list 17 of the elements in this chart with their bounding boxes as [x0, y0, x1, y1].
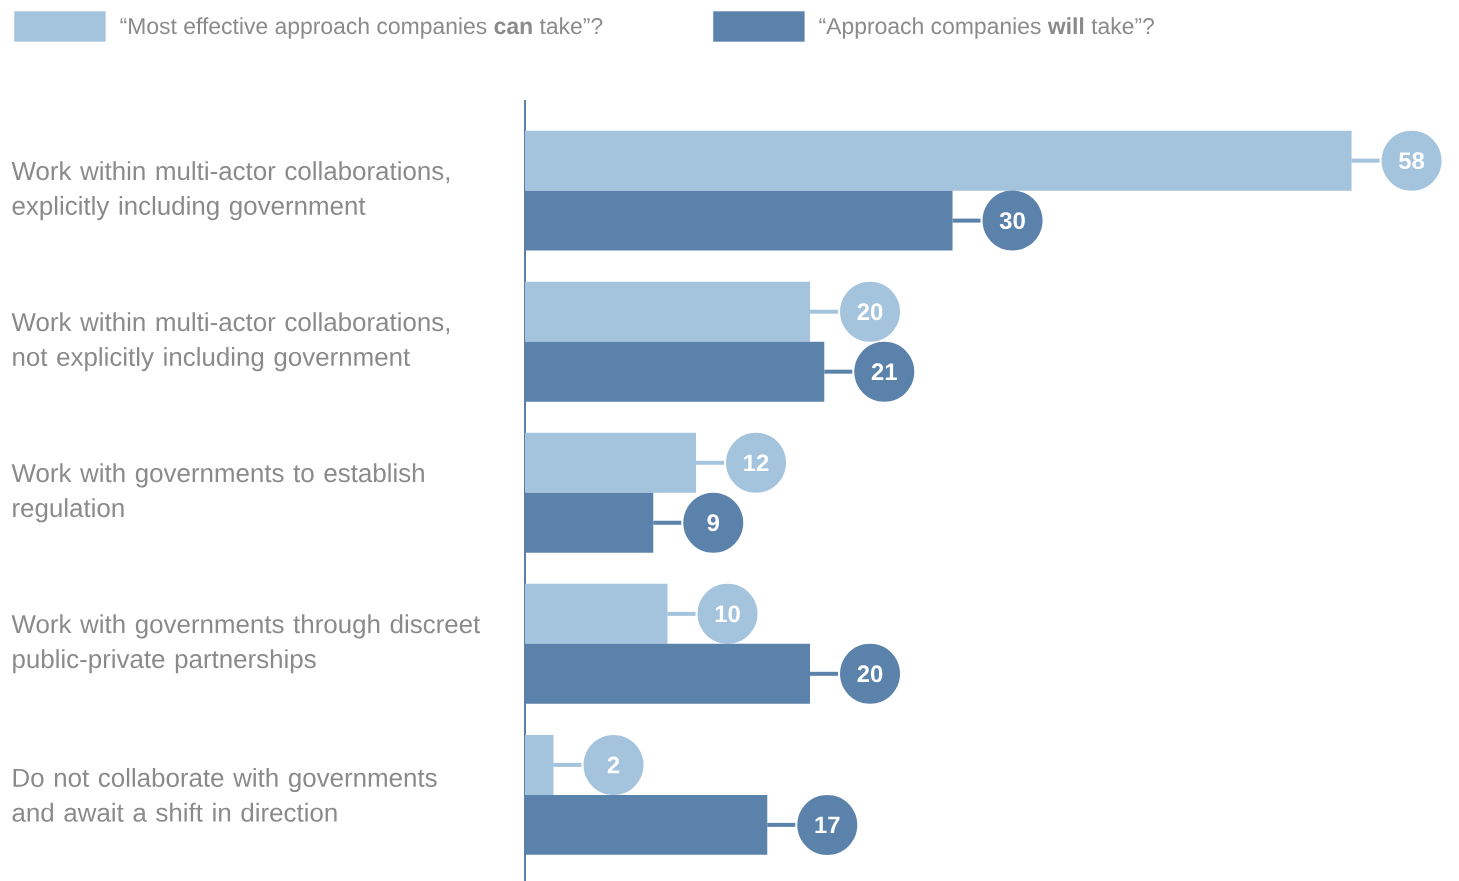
data-label: 20 — [857, 303, 883, 321]
y-tick-label: Work within multi-actor collaborations, explicitly including government — [11, 161, 450, 221]
legend-label: “Most effective approach companies can take”? — [120, 17, 603, 39]
data-label: 30 — [999, 212, 1025, 230]
data-label: 2 — [607, 756, 620, 774]
data-label: 9 — [707, 514, 720, 532]
data-label: 21 — [871, 363, 897, 381]
y-tick-label: Work with governments to establish regulation — [11, 463, 424, 523]
y-tick-label: Work with governments through discreet public-private partnerships — [11, 614, 481, 674]
data-label: 17 — [815, 816, 840, 834]
data-label: 58 — [1399, 152, 1425, 170]
legend-label: “Approach companies will take”? — [819, 17, 1154, 39]
y-tick-label: Do not collaborate with governments and await a shift in direction — [12, 767, 437, 822]
data-label: 20 — [857, 665, 883, 683]
data-label: 12 — [744, 454, 769, 472]
data-label: 10 — [715, 605, 740, 623]
y-tick-label: Work within multi-actor collaborations, not explicitly including government — [11, 312, 450, 372]
